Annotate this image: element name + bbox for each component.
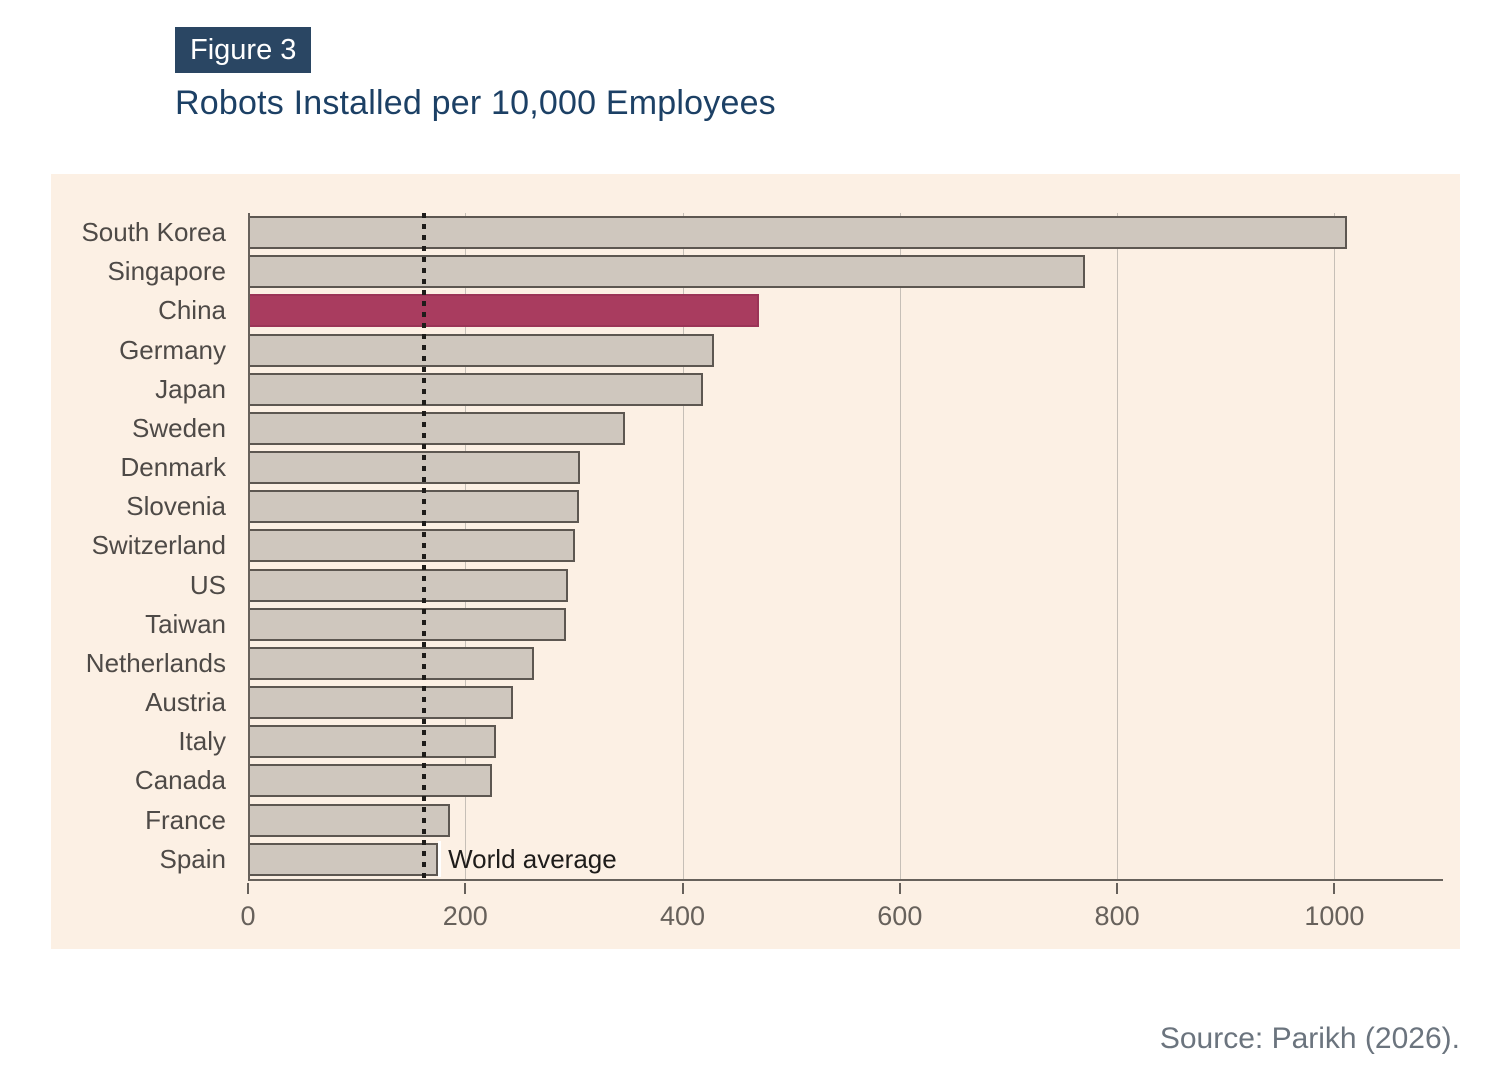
figure-badge-label: Figure 3: [190, 33, 297, 66]
chart-panel: South Korea Singapore China Germany Japan Swe…: [51, 174, 1460, 949]
x-tick-label: 800: [1094, 901, 1140, 931]
bar-row: US: [190, 566, 1443, 605]
gridline: [899, 213, 901, 879]
x-tick-label: 200: [442, 901, 488, 931]
bar-row: Taiwan: [145, 605, 1443, 644]
bar: [248, 764, 493, 798]
figure-badge: Figure 3: [175, 27, 312, 73]
x-tick-mark: [1116, 883, 1119, 894]
bar: [248, 216, 1348, 250]
bar-row: Japan: [155, 370, 1443, 409]
category-label: Austria: [145, 687, 226, 718]
bar-row: South Korea: [81, 213, 1443, 252]
category-label: Denmark: [120, 452, 226, 483]
bar-row: Sweden: [132, 409, 1443, 448]
bar-row: Singapore: [107, 252, 1443, 291]
world-average-line: [421, 213, 426, 879]
category-label: Spain: [159, 843, 227, 874]
bar: [248, 451, 581, 485]
annotation-separator: [438, 841, 442, 878]
category-label: Canada: [134, 765, 226, 796]
plot-area: South Korea Singapore China Germany Japan Swe…: [81, 213, 1443, 881]
x-tick-label: 600: [877, 901, 923, 931]
bar: [248, 803, 451, 837]
source-note: Source: Parikh (2026).: [1159, 1022, 1460, 1055]
category-label: Sweden: [132, 412, 226, 443]
bar-row: Germany: [119, 331, 1443, 370]
category-label: China: [158, 295, 226, 326]
x-axis: 0 200 400 600 800 1000: [240, 883, 1443, 943]
x-tick-mark: [681, 883, 684, 894]
category-label: South Korea: [81, 217, 226, 248]
world-average-label: World average: [448, 843, 617, 874]
bar-row: Austria: [145, 683, 1443, 722]
gridline: [682, 213, 684, 879]
x-tick-mark: [1333, 883, 1336, 894]
bar: [248, 842, 439, 876]
category-label: Japan: [155, 373, 226, 404]
bar: [248, 411, 625, 445]
bar: [248, 646, 534, 680]
category-label: Italy: [178, 726, 226, 757]
x-tick-mark: [247, 883, 249, 894]
x-tick-mark: [464, 883, 467, 894]
category-label: Taiwan: [145, 608, 226, 639]
category-label: Switzerland: [91, 530, 226, 561]
bar-row: France: [145, 801, 1443, 840]
x-tick-label: 400: [660, 901, 706, 931]
bar: [248, 686, 514, 720]
bar: [248, 490, 580, 524]
bar-rows: South Korea Singapore China Germany Japan Swe…: [81, 213, 1443, 879]
gridline: [1334, 213, 1336, 879]
bar-row: Slovenia: [126, 487, 1443, 526]
bar: [248, 333, 715, 367]
world-average-annotation: World average: [438, 841, 617, 878]
category-label: Germany: [119, 334, 226, 365]
bar-row: Spain: [160, 840, 1443, 879]
bar: [248, 255, 1085, 289]
bar: [248, 725, 496, 759]
x-tick-label: 0: [240, 901, 256, 931]
chart-title: Robots Installed per 10,000 Employees: [175, 84, 776, 122]
gridline: [1117, 213, 1119, 879]
category-label: US: [189, 569, 226, 600]
bar-row: Denmark: [121, 448, 1443, 487]
bar: [248, 529, 575, 563]
x-tick-mark: [898, 883, 901, 894]
category-label: France: [145, 804, 226, 835]
bar: [248, 372, 704, 406]
bar-row: Italy: [178, 722, 1443, 761]
category-label: Singapore: [107, 256, 226, 287]
category-label: Netherlands: [85, 647, 226, 678]
bar-row: Switzerland: [92, 526, 1443, 565]
bar-highlight: [248, 294, 759, 328]
category-label: Slovenia: [126, 491, 226, 522]
bar-row: China: [158, 291, 1443, 330]
y-axis-line: [248, 213, 250, 879]
bar: [248, 568, 569, 602]
x-tick-label: 1000: [1304, 901, 1365, 931]
bar-row: Netherlands: [86, 644, 1443, 683]
bar: [248, 607, 567, 641]
bar-row: Canada: [135, 761, 1443, 800]
